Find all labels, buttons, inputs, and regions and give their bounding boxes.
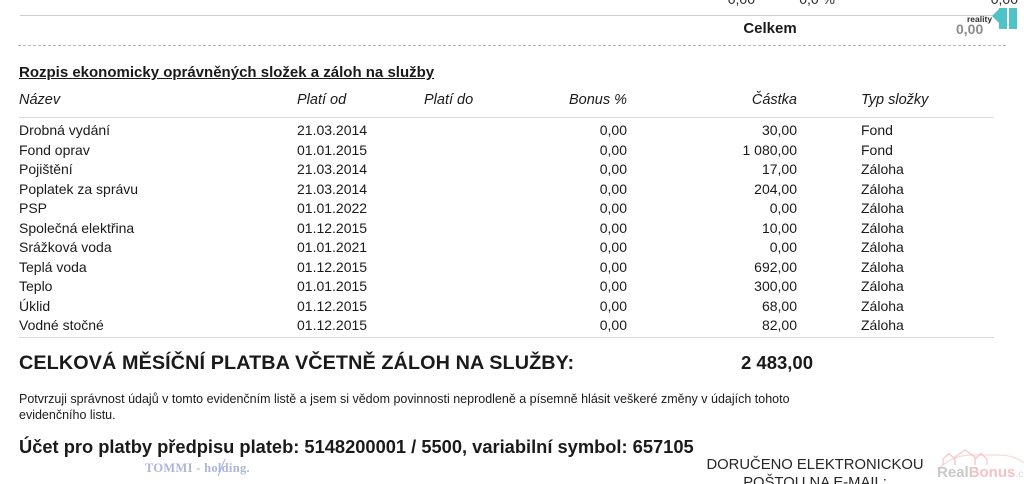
svg-text:TOMMI - holding.: TOMMI - holding.: [145, 461, 250, 475]
svg-text:RealBonus.cz: RealBonus.cz: [937, 464, 1024, 481]
svg-text:reality: reality: [967, 14, 992, 24]
